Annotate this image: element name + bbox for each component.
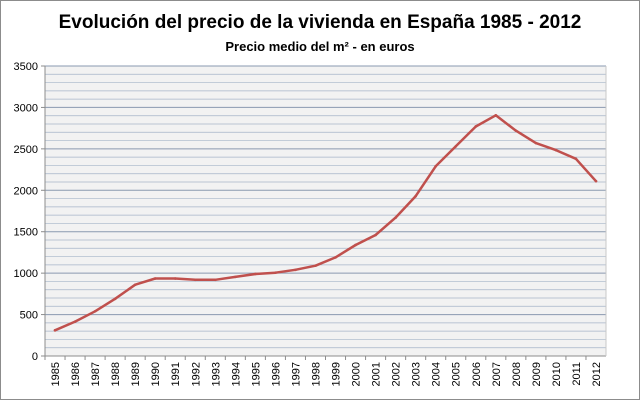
data-point — [294, 268, 297, 272]
y-tick-label: 1500 — [14, 227, 38, 239]
x-tick-labels: 1985 1986 1987 1988 1989 1990 1991 1992 1993 1994… — [50, 362, 603, 386]
x-tick-label: 2002 — [391, 362, 403, 386]
data-point — [494, 114, 498, 117]
x-tick-label: 2007 — [491, 362, 503, 386]
y-tick-label: 3000 — [14, 102, 38, 114]
x-tick-label: 1991 — [170, 362, 182, 386]
data-point — [414, 194, 417, 198]
data-point — [53, 329, 57, 332]
x-tick-label: 1988 — [110, 362, 122, 386]
x-tick-label: 1985 — [50, 362, 62, 386]
y-tick-label: 2000 — [14, 185, 38, 197]
axes — [41, 65, 607, 360]
data-point — [193, 278, 197, 282]
data-point — [93, 309, 97, 313]
data-point — [434, 164, 437, 168]
data-point — [474, 125, 478, 128]
y-tick-label: 500 — [20, 310, 38, 322]
x-tick-label: 2008 — [511, 362, 523, 386]
x-tick-label: 2001 — [371, 362, 383, 386]
x-tick-label: 2011 — [571, 362, 583, 386]
gridlines — [45, 65, 606, 349]
data-point — [153, 277, 157, 280]
data-point — [234, 275, 237, 279]
x-tick-label: 1987 — [90, 362, 102, 386]
chart-subtitle: Precio medio del m² - en euros — [225, 39, 415, 54]
data-point — [594, 179, 598, 183]
data-point — [454, 145, 458, 148]
data-point — [214, 278, 217, 282]
data-point — [394, 216, 397, 219]
x-tick-label: 2012 — [591, 362, 603, 386]
data-point — [113, 297, 117, 301]
y-tick-labels: 0 500 1000 1500 2000 2500 3000 3500 — [14, 61, 38, 363]
data-point — [374, 233, 377, 237]
data-point — [354, 243, 357, 247]
x-tick-label: 1994 — [230, 362, 242, 386]
x-tick-label: 1997 — [290, 362, 302, 386]
x-tick-label: 1996 — [270, 362, 282, 386]
series-line — [53, 114, 598, 332]
x-tick-label: 2009 — [531, 362, 543, 386]
series-layer — [53, 114, 598, 332]
data-point — [534, 141, 538, 145]
data-point — [334, 256, 337, 259]
plot-area — [45, 66, 606, 356]
x-tick-label: 2010 — [551, 362, 563, 386]
data-point — [173, 277, 177, 280]
x-tick-label: 1990 — [150, 362, 162, 386]
data-point — [254, 272, 257, 276]
x-tick-label: 1986 — [70, 362, 82, 386]
x-tick-label: 2005 — [451, 362, 463, 386]
x-tick-label: 1998 — [310, 362, 322, 386]
y-tick-label: 1000 — [14, 268, 38, 280]
x-tick-label: 1992 — [190, 362, 202, 386]
x-tick-label: 1999 — [331, 362, 343, 386]
data-point — [314, 264, 317, 267]
x-tick-label: 2004 — [431, 362, 443, 386]
y-tick-label: 3500 — [14, 61, 38, 73]
x-tick-label: 2003 — [411, 362, 423, 386]
data-point — [133, 283, 137, 287]
x-tick-label: 2000 — [351, 362, 363, 386]
data-point — [73, 320, 77, 323]
y-tick-label: 2500 — [14, 144, 38, 156]
data-point — [514, 129, 518, 132]
x-tick-label: 2006 — [471, 362, 483, 386]
chart-title: Evolución del precio de la vivienda en E… — [58, 12, 582, 33]
data-point — [274, 271, 277, 275]
x-tick-label: 1995 — [250, 362, 262, 386]
data-point — [574, 157, 578, 161]
x-tick-label: 1989 — [130, 362, 142, 386]
data-point — [554, 148, 558, 152]
y-tick-label: 0 — [32, 351, 38, 363]
x-tick-label: 1993 — [210, 362, 222, 386]
